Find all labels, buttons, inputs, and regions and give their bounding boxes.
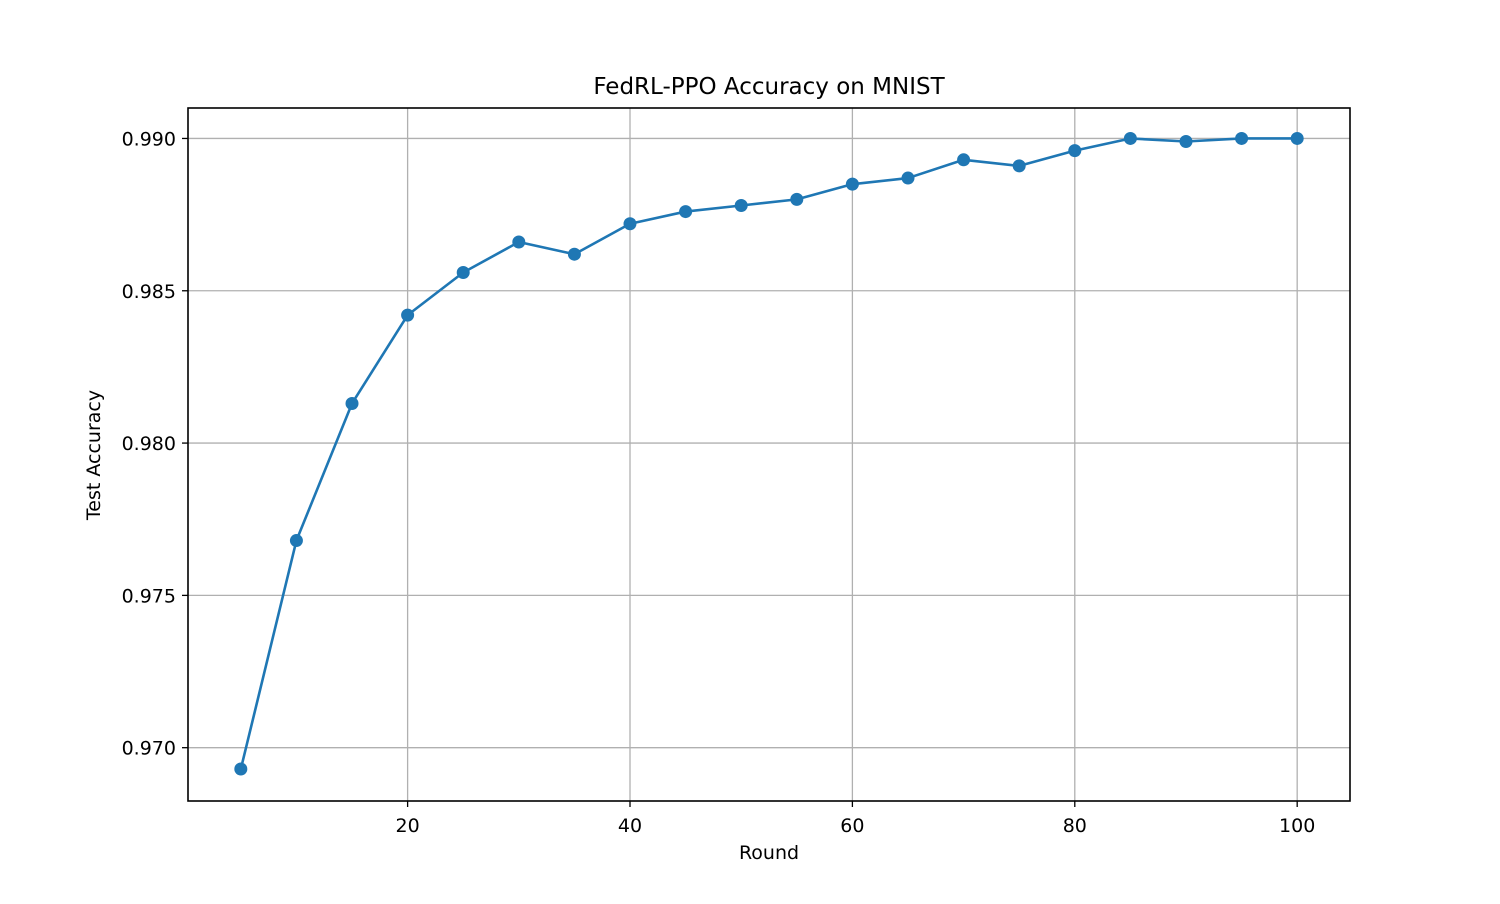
data-point: [957, 153, 971, 167]
data-point: [289, 534, 303, 548]
data-point: [1123, 131, 1137, 145]
y-tick-label: 0.980: [122, 433, 176, 455]
data-point: [901, 171, 915, 185]
axis-ticks: 20 40 60 80 100 0.970 0.975 0.980 0.985 0.990: [122, 128, 1316, 837]
y-axis-label: Test Accuracy: [83, 390, 105, 521]
data-point: [345, 396, 359, 410]
data-point: [790, 192, 804, 206]
x-tick-label: 60: [840, 815, 864, 837]
data-point: [512, 235, 526, 249]
plot-frame: [187, 107, 1351, 802]
y-tick-label: 0.990: [122, 128, 176, 150]
data-point: [1179, 135, 1193, 149]
chart-title: FedRL-PPO Accuracy on MNIST: [593, 74, 945, 100]
data-point: [1235, 131, 1249, 145]
data-point: [456, 265, 470, 279]
data-point: [234, 762, 248, 776]
data-point: [401, 308, 415, 322]
data-point: [623, 217, 637, 231]
y-tick-label: 0.985: [122, 281, 176, 303]
data-point: [1012, 159, 1026, 173]
data-series: [234, 131, 1304, 776]
data-point: [1068, 144, 1082, 158]
x-axis-label: Round: [739, 842, 799, 864]
x-tick-label: 100: [1279, 815, 1315, 837]
series-line: [239, 137, 1298, 770]
x-tick-label: 20: [396, 815, 420, 837]
data-point: [1290, 131, 1304, 145]
grid: [188, 108, 1350, 801]
x-tick-label: 80: [1063, 815, 1087, 837]
data-point: [734, 198, 748, 212]
data-point: [567, 247, 581, 261]
y-tick-label: 0.970: [122, 738, 176, 760]
x-tick-label: 40: [618, 815, 642, 837]
data-point: [679, 205, 693, 219]
y-tick-label: 0.975: [122, 585, 176, 607]
data-point: [845, 177, 859, 191]
